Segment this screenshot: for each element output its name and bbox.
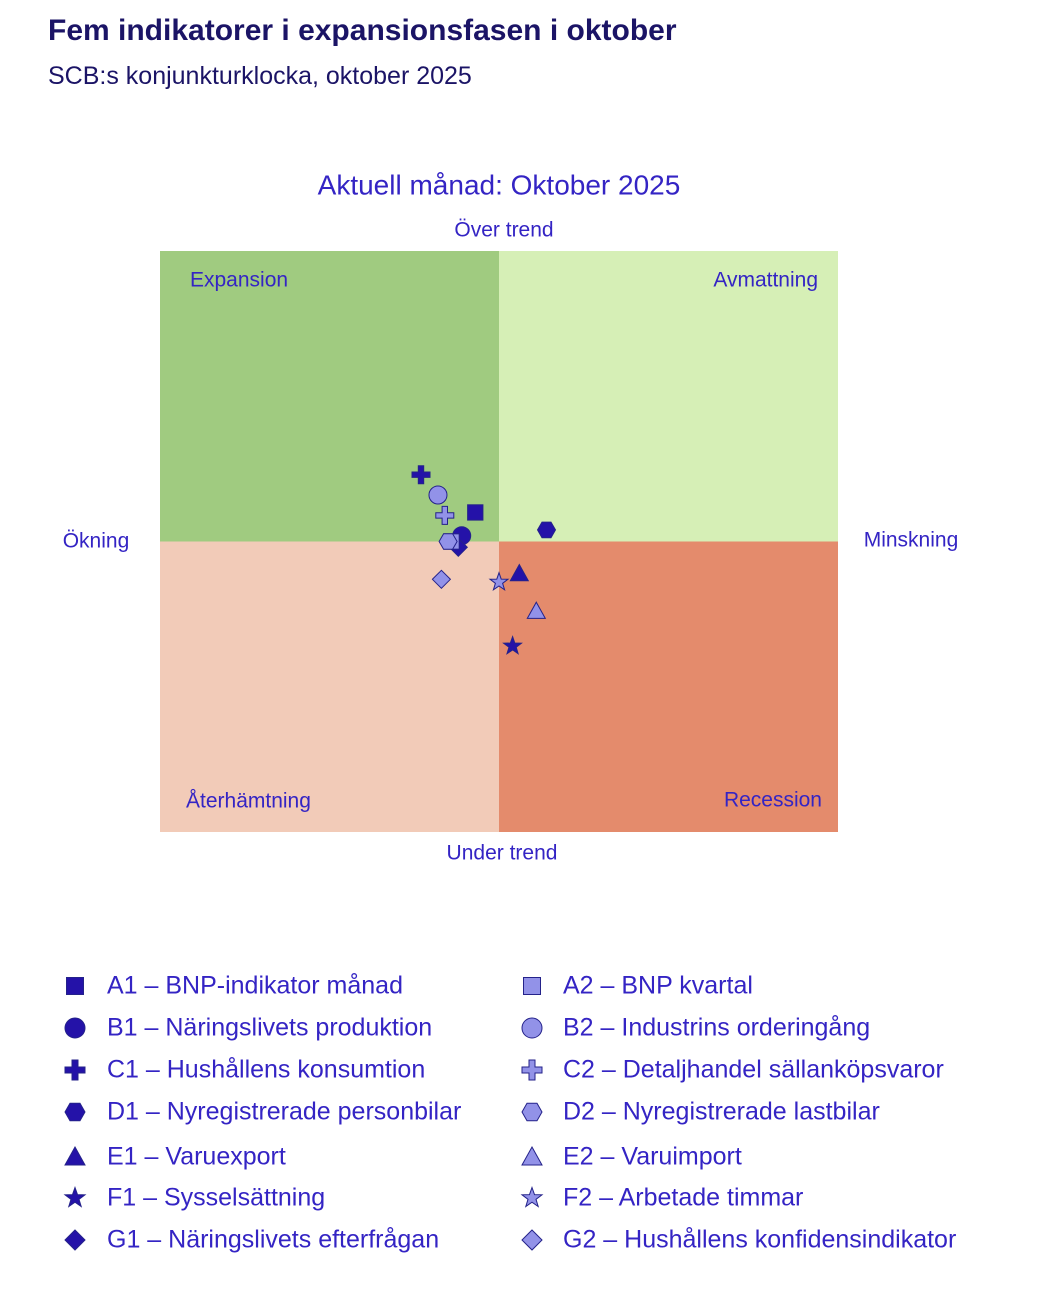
triangle xyxy=(526,601,547,619)
legend-label: D1 – Nyregistrerade personbilar xyxy=(107,1098,461,1126)
legend-label: F2 – Arbetade timmar xyxy=(563,1184,803,1212)
plus xyxy=(435,505,455,525)
triangle xyxy=(521,1145,543,1166)
diamond xyxy=(431,569,452,590)
plus xyxy=(411,465,431,485)
hexagon xyxy=(521,1102,543,1122)
top-label: Över trend xyxy=(454,219,553,242)
legend-label: C2 – Detaljhandel sällanköpsvaror xyxy=(563,1056,944,1084)
hexagon xyxy=(438,533,458,550)
quadrant-label: Avmattning xyxy=(713,269,818,292)
left-label: Ökning xyxy=(63,530,130,553)
legend-label: A2 – BNP kvartal xyxy=(563,972,753,1000)
legend-label: F1 – Sysselsättning xyxy=(107,1184,325,1212)
legend-label: B1 – Näringslivets produktion xyxy=(107,1014,432,1042)
legend-label: G2 – Hushållens konfidensindikator xyxy=(563,1226,956,1254)
triangle xyxy=(64,1145,86,1166)
marker-circle xyxy=(64,1017,86,1039)
marker-square xyxy=(467,504,484,521)
quadrant xyxy=(160,541,499,832)
quadrant-label: Recession xyxy=(724,789,822,812)
diamond xyxy=(521,1229,543,1251)
page-subtitle: SCB:s konjunkturklocka, oktober 2025 xyxy=(48,62,472,90)
quadrant xyxy=(160,251,499,542)
chart-title: Aktuell månad: Oktober 2025 xyxy=(318,169,681,200)
legend-label: D2 – Nyregistrerade lastbilar xyxy=(563,1098,880,1126)
star xyxy=(488,571,510,592)
star xyxy=(63,1185,87,1208)
plus xyxy=(64,1059,86,1081)
legend-label: E2 – Varuimport xyxy=(563,1143,742,1171)
bottom-label: Under trend xyxy=(447,842,558,865)
legend-label: E1 – Varuexport xyxy=(107,1143,286,1171)
marker-square xyxy=(66,977,84,995)
legend-label: C1 – Hushållens konsumtion xyxy=(107,1056,425,1084)
plus xyxy=(521,1059,543,1081)
page-title: Fem indikatorer i expansionsfasen i okto… xyxy=(48,14,677,47)
triangle xyxy=(509,563,530,582)
hexagon xyxy=(64,1102,86,1122)
marker-circle xyxy=(428,485,448,505)
quadrant-label: Återhämtning xyxy=(186,790,311,813)
quadrant xyxy=(499,541,838,832)
diamond xyxy=(64,1229,86,1251)
star xyxy=(502,635,523,655)
quadrant xyxy=(499,251,838,542)
marker-square xyxy=(523,977,541,995)
quadrant-label: Expansion xyxy=(190,269,288,292)
star xyxy=(520,1185,544,1208)
legend-label: B2 – Industrins orderingång xyxy=(563,1014,870,1042)
legend-label: G1 – Näringslivets efterfrågan xyxy=(107,1226,439,1254)
legend-label: A1 – BNP-indikator månad xyxy=(107,972,403,1000)
hexagon xyxy=(536,521,557,539)
right-label: Minskning xyxy=(864,529,959,552)
marker-circle xyxy=(521,1017,543,1039)
